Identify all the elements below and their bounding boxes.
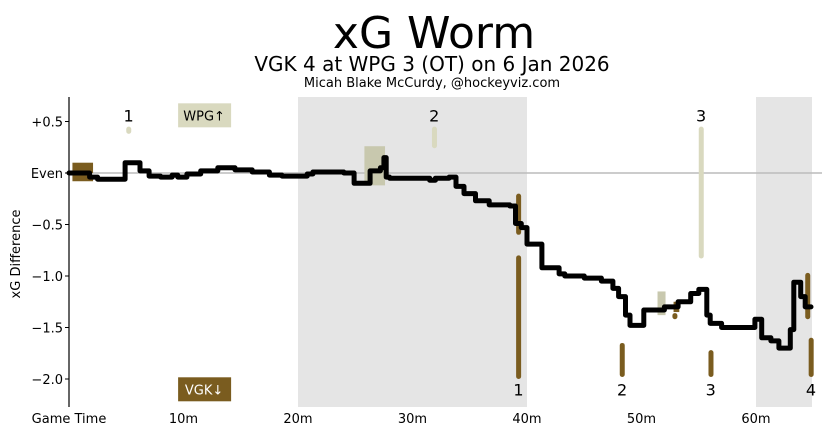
shot-bar-vgk-0 — [72, 162, 94, 173]
goal-label-vgk-2: 2 — [617, 380, 627, 399]
y-tick-label-3: −1.0 — [31, 270, 63, 285]
y-tick-label-1: Even — [31, 167, 63, 182]
x-tick-label-3: 30m — [398, 412, 427, 427]
shot-bar-wpg-11 — [698, 126, 704, 259]
x-tick-label-4: 40m — [512, 412, 541, 427]
chart-subtitle: VGK 4 at WPG 3 (OT) on 6 Jan 2026 — [254, 52, 609, 76]
goal-label-vgk-1: 1 — [513, 380, 523, 399]
period-shade-0 — [298, 97, 527, 407]
shot-bar-vgk-12 — [708, 350, 714, 377]
goal-label-wpg-1: 1 — [123, 106, 133, 125]
y-tick-label-5: −2.0 — [31, 373, 63, 388]
axes: +0.5 Even −0.5 −1.0 −1.5 −2.0 Game Time 10m 20m 3… — [31, 97, 771, 427]
x-tick-label-1: 10m — [169, 412, 198, 427]
goal-label-wpg-3: 3 — [696, 106, 706, 125]
shot-bar-wpg-4 — [431, 126, 437, 149]
shot-bar-vgk-9 — [672, 313, 678, 320]
goal-label-wpg-2: 2 — [429, 106, 439, 125]
x-tick-label-0: Game Time — [32, 412, 107, 427]
goal-label-vgk-4: 4 — [806, 380, 816, 399]
goal-label-vgk-3: 3 — [706, 380, 716, 399]
x-tick-label-6: 60m — [741, 412, 770, 427]
team-tag-top: WPG↑ — [183, 109, 225, 124]
x-tick-label-5: 50m — [627, 412, 656, 427]
shot-bar-vgk-6 — [516, 255, 522, 379]
shot-bar-wpg_box-8 — [657, 291, 666, 316]
shot-bar-vgk-14 — [808, 337, 814, 377]
y-tick-label-2: −0.5 — [31, 219, 63, 234]
x-tick-label-2: 20m — [283, 412, 312, 427]
shot-bar-vgk-7 — [619, 342, 625, 377]
worm-line — [66, 155, 814, 351]
period-shading — [298, 97, 812, 407]
team-tag-bg-top — [178, 103, 232, 128]
y-axis-label: xG Difference — [9, 210, 24, 299]
shot-bar-vgk-1 — [72, 175, 94, 182]
team-tag-bg-bottom — [178, 377, 232, 402]
team-tag-bottom: VGK↓ — [185, 383, 223, 398]
worm-series — [66, 155, 814, 351]
chart-title: xG Worm — [333, 8, 535, 59]
y-tick-label-0: +0.5 — [31, 116, 63, 131]
shot-bar-wpg-2 — [126, 126, 132, 134]
annotations: 1 2 3 1 2 3 4 WPG↑ VGK↓ — [123, 103, 816, 402]
y-tick-label-4: −1.5 — [31, 322, 63, 337]
chart-credit: Micah Blake McCurdy, @hockeyviz.com — [304, 76, 560, 91]
period-shade-1 — [756, 97, 812, 407]
